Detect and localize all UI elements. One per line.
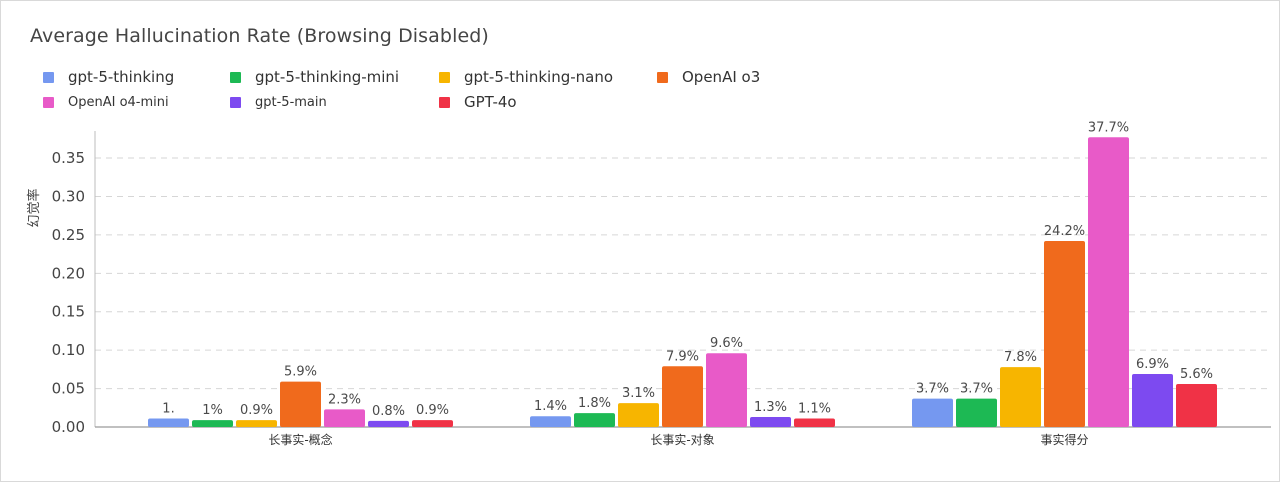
y-tick-label: 0.05 [52, 380, 85, 398]
bar [530, 416, 571, 427]
bar [368, 420, 409, 427]
y-tick-label: 0.35 [52, 149, 85, 167]
y-tick-label: 0.20 [52, 264, 85, 282]
bar [912, 398, 953, 427]
bar-value-label: 3.7% [960, 382, 993, 397]
y-axis-label: 幻觉率 [26, 188, 42, 227]
y-tick-label: 0.25 [52, 226, 85, 244]
x-category-label: 长事实-对象 [650, 432, 714, 447]
bar-value-label: 37.7% [1088, 120, 1129, 135]
legend-swatch [439, 96, 450, 108]
bar-value-label: 5.9% [284, 365, 317, 380]
bar-value-label: 1.1% [798, 402, 831, 417]
bar-value-label: 1% [202, 403, 223, 418]
legend-swatch [657, 71, 668, 83]
bar [1132, 373, 1173, 427]
bar-value-label: 1.8% [578, 396, 611, 411]
legend-swatch [230, 96, 241, 108]
legend-item-gpt-5-thinking-mini[interactable]: gpt-5-thinking-mini [230, 67, 399, 87]
x-category-label: 事实得分 [1040, 432, 1088, 447]
bar-value-label: 7.8% [1004, 350, 1037, 365]
bar-value-label: 7.9% [666, 349, 699, 364]
bar [324, 409, 365, 427]
legend-item-openai-o3[interactable]: OpenAI o3 [657, 67, 760, 87]
legend-item-gpt-4o[interactable]: GPT-4o [439, 92, 517, 112]
bar [618, 403, 659, 427]
legend-label: gpt-5-main [255, 94, 327, 110]
legend-item-openai-o4-mini[interactable]: OpenAI o4-mini [43, 92, 169, 112]
legend-swatch [43, 96, 54, 108]
bar [280, 381, 321, 427]
bar-value-label: 1. [162, 402, 174, 417]
legend-item-gpt-5-thinking[interactable]: gpt-5-thinking [43, 67, 174, 87]
legend-label: GPT-4o [464, 93, 517, 111]
bar [192, 420, 233, 427]
bar [574, 413, 615, 427]
legend-label: gpt-5-thinking-mini [255, 68, 400, 86]
bar [956, 398, 997, 427]
legend-item-gpt-5-thinking-nano[interactable]: gpt-5-thinking-nano [439, 67, 613, 87]
legend-label: OpenAI o4-mini [68, 94, 169, 110]
bar [236, 420, 277, 427]
bar [750, 417, 791, 427]
bar-value-label: 1.4% [534, 399, 567, 414]
bar [706, 353, 747, 427]
y-tick-label: 0.00 [52, 418, 85, 436]
bar-value-label: 3.1% [622, 386, 655, 401]
bar-value-label: 0.9% [416, 403, 449, 418]
bar [1044, 241, 1085, 427]
y-tick-label: 0.30 [52, 187, 85, 205]
x-category-label: 长事实-概念 [268, 432, 332, 447]
legend-swatch [230, 71, 241, 83]
bar [662, 366, 703, 427]
bar [794, 418, 835, 427]
legend-label: gpt-5-thinking [68, 68, 175, 86]
bar-value-label: 2.3% [328, 392, 361, 407]
bar [1000, 367, 1041, 427]
legend-swatch [43, 71, 54, 83]
bar-value-label: 6.9% [1136, 357, 1169, 372]
bar-value-label: 0.9% [240, 403, 273, 418]
y-tick-label: 0.10 [52, 341, 85, 359]
bar-value-label: 5.6% [1180, 367, 1213, 382]
bar-value-label: 1.3% [754, 400, 787, 415]
legend-label: OpenAI o3 [682, 68, 761, 86]
bar [148, 418, 189, 427]
bar [1176, 383, 1217, 427]
bar-value-label: 9.6% [710, 336, 743, 351]
bar-value-label: 0.8% [372, 404, 405, 419]
legend-item-gpt-5-main[interactable]: gpt-5-main [230, 92, 327, 112]
legend-label: gpt-5-thinking-nano [464, 68, 614, 86]
bar-value-label: 3.7% [916, 382, 949, 397]
legend-swatch [439, 71, 450, 83]
y-tick-label: 0.15 [52, 303, 85, 321]
bar [1088, 137, 1129, 427]
bar-value-label: 24.2% [1044, 224, 1085, 239]
bar [412, 420, 453, 427]
chart-title: Average Hallucination Rate (Browsing Dis… [30, 25, 489, 47]
